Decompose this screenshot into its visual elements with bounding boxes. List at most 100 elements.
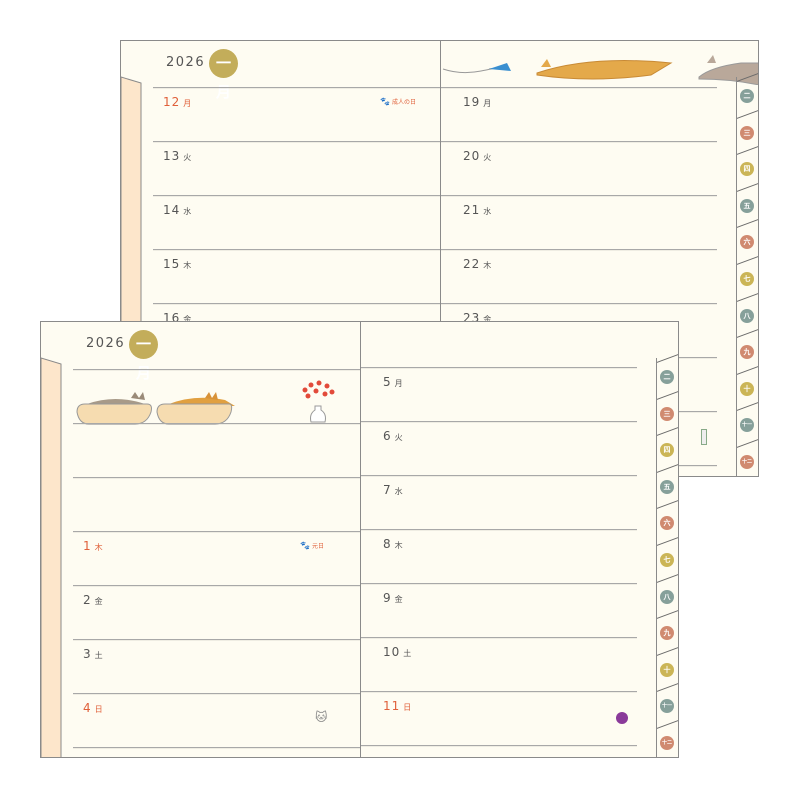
month-tab-badge: 三 — [740, 125, 754, 140]
ruled-line — [73, 585, 360, 586]
month-tab-badge: 五 — [740, 198, 754, 213]
ruled-line — [441, 249, 717, 250]
day-entry[interactable]: 10 土 — [383, 645, 411, 659]
month-tab-badge: 二 — [660, 370, 674, 384]
front-planner-spread: 2026 一月 二三四五六七八九十十一 十二 1 木 🐾 元日 2 金 3 土 4 日 5 月 6 火 7 水 8… — [40, 321, 679, 758]
day-of-week: 金 — [94, 597, 103, 606]
ruled-line — [361, 367, 637, 368]
month-tab-badge: 七 — [740, 272, 754, 286]
month-tab-7[interactable]: 七 — [657, 537, 678, 582]
day-number: 6 — [383, 429, 392, 443]
month-tab-12[interactable]: 十二 — [657, 720, 678, 757]
cat-face-icon: 🐱 — [315, 710, 328, 724]
leaping-cats-illustration — [442, 55, 758, 85]
day-entry[interactable]: 19 月 — [463, 95, 491, 109]
month-tab-10[interactable]: 十 — [657, 646, 678, 692]
ruled-line — [73, 639, 360, 640]
month-tab-9[interactable]: 九 — [737, 329, 758, 375]
month-index-tabs: 二三四五六七八九十十一十二 — [656, 354, 678, 757]
day-number: 11 — [383, 699, 401, 713]
ruled-line — [153, 141, 440, 142]
month-tab-2[interactable]: 二 — [737, 73, 758, 118]
day-of-week: 木 — [94, 543, 103, 552]
ruled-line — [153, 87, 440, 88]
day-entry[interactable]: 15 木 — [163, 257, 191, 271]
day-number: 3 — [83, 647, 92, 661]
month-tab-11[interactable]: 十一 — [657, 683, 678, 729]
day-entry[interactable]: 21 水 — [463, 203, 491, 217]
day-entry[interactable]: 13 火 — [163, 149, 191, 163]
month-tab-badge: 八 — [660, 589, 674, 604]
month-tab-5[interactable]: 五 — [657, 463, 678, 509]
month-tab-6[interactable]: 六 — [737, 219, 758, 265]
month-tab-7[interactable]: 七 — [737, 256, 758, 301]
spine — [440, 41, 441, 476]
month-tab-badge: 七 — [660, 553, 674, 567]
month-tab-badge: 十一 — [740, 418, 754, 433]
ruled-line — [441, 303, 717, 304]
month-tab-2[interactable]: 二 — [657, 354, 678, 399]
day-entry[interactable]: 12 月 — [163, 95, 191, 109]
ruled-line — [361, 421, 637, 422]
month-tab-11[interactable]: 十一 — [737, 402, 758, 448]
day-number: 19 — [463, 95, 481, 109]
month-tab-badge: 十二 — [740, 455, 754, 469]
ruled-line — [361, 529, 637, 530]
day-of-week: 水 — [394, 487, 403, 496]
month-tab-6[interactable]: 六 — [657, 500, 678, 546]
day-number: 4 — [83, 701, 92, 715]
day-number: 9 — [383, 591, 392, 605]
ruled-line — [153, 303, 440, 304]
month-tab-12[interactable]: 十二 — [737, 439, 758, 476]
day-entry[interactable]: 11 日 — [383, 699, 411, 713]
ruled-line — [361, 637, 637, 638]
day-of-week: 金 — [394, 595, 403, 604]
ruled-line — [441, 141, 717, 142]
month-tab-badge: 八 — [740, 308, 754, 323]
month-tab-badge: 九 — [660, 626, 674, 641]
month-tab-badge: 十一 — [660, 699, 674, 714]
radish-icon — [701, 429, 707, 445]
holiday-name: 成人の日 — [391, 99, 416, 106]
month-tab-4[interactable]: 四 — [657, 427, 678, 473]
day-of-week: 金 — [483, 315, 492, 324]
month-tab-badge: 五 — [660, 479, 674, 494]
month-tab-3[interactable]: 三 — [737, 109, 758, 155]
ruled-line — [73, 531, 360, 532]
month-tab-badge: 四 — [740, 162, 754, 177]
day-entry[interactable]: 20 火 — [463, 149, 491, 163]
day-number: 7 — [383, 483, 392, 497]
month-tab-badge: 十 — [740, 381, 754, 396]
ruled-line — [361, 745, 637, 746]
month-tab-10[interactable]: 十 — [737, 365, 758, 411]
day-number: 20 — [463, 149, 481, 163]
day-number: 13 — [163, 149, 181, 163]
day-number: 21 — [463, 203, 481, 217]
ruled-line — [153, 195, 440, 196]
day-of-week: 日 — [403, 703, 412, 712]
month-tab-8[interactable]: 八 — [657, 573, 678, 619]
month-tab-9[interactable]: 九 — [657, 610, 678, 656]
hydrangea-icon — [616, 712, 628, 724]
month-tab-8[interactable]: 八 — [737, 292, 758, 338]
month-tab-5[interactable]: 五 — [737, 182, 758, 228]
day-entry[interactable]: 22 木 — [463, 257, 491, 271]
month-tab-badge: 二 — [740, 89, 754, 103]
cats-in-baskets-illustration — [76, 392, 235, 425]
holiday-label: 🐾 成人の日 — [380, 97, 416, 106]
month-tab-3[interactable]: 三 — [657, 390, 678, 436]
day-entry[interactable]: 14 水 — [163, 203, 191, 217]
day-of-week: 日 — [94, 705, 103, 714]
month-tab-4[interactable]: 四 — [737, 146, 758, 192]
ruled-line — [73, 477, 360, 478]
day-number: 1 — [83, 539, 92, 553]
